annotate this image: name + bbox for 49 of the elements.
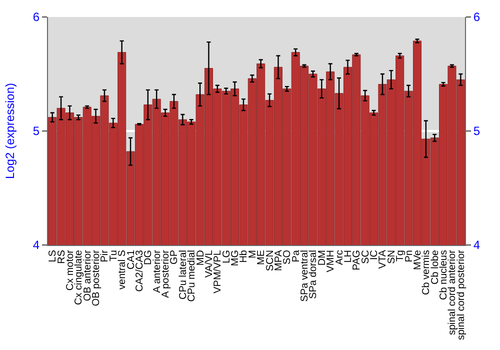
x-tick-label: A anterior <box>152 249 163 293</box>
y-tick-label: 4 <box>32 238 40 252</box>
x-tick-label: Tu <box>108 250 120 262</box>
x-tick-label: SPa dorsal <box>308 250 320 299</box>
y2-tick-label: 6 <box>473 10 480 24</box>
x-tick-label: M <box>247 250 258 258</box>
x-tick-label: Tg <box>395 250 406 262</box>
x-tick-label: RS <box>56 250 68 264</box>
x-tick-label: Pir <box>100 249 111 262</box>
x-tick-label: Pa <box>290 250 302 262</box>
x-tick-label: ME <box>256 250 268 265</box>
x-tick-label: CA1 <box>126 250 137 270</box>
x-tick-label: VTA <box>378 250 389 269</box>
x-tick-label: CPu medial <box>186 250 198 302</box>
y-tick-label: 6 <box>32 10 40 24</box>
x-tick-label: Cx motor <box>64 249 76 291</box>
x-tick-label: Cx cingulate <box>74 250 85 306</box>
x-tick-label: Hb <box>238 250 250 263</box>
x-tick-label: A posterior <box>160 249 172 298</box>
y2-tick-label: 4 <box>473 238 480 252</box>
x-tick-label: MPA <box>273 250 284 271</box>
x-tick-label: Pn <box>404 250 415 262</box>
x-tick-label: MVe <box>412 250 424 270</box>
x-tick-label: LS <box>48 250 59 262</box>
x-tick-label: SN <box>386 250 398 264</box>
x-tick-label: OB anterior <box>82 249 94 302</box>
x-tick-label: DM <box>316 250 328 266</box>
x-tick-label: Cb lobe <box>430 250 441 284</box>
x-tick-label: VPM/VPL <box>212 250 224 294</box>
y-tick-label: 5 <box>32 124 40 138</box>
x-tick-label: DG <box>143 250 154 265</box>
x-tick-label: LH <box>342 250 354 263</box>
x-tick-label: spinal cord anterior <box>447 249 458 336</box>
x-tick-label: Arc <box>334 250 346 265</box>
x-tick-label: SO <box>282 250 294 264</box>
x-tick-label: CPu lateral <box>178 250 189 300</box>
x-tick-label: ventral S <box>117 250 128 290</box>
y-axis-title: Log2 (expression) <box>3 82 18 180</box>
y2-tick-label: 5 <box>473 124 480 138</box>
x-tick-label: PAG <box>352 250 363 270</box>
x-tick-label: SCN <box>264 250 276 272</box>
x-tick-label: VMH <box>326 250 337 272</box>
x-tick-label: spinal cord posterior <box>456 249 467 340</box>
x-tick-label: VA/VL <box>204 250 215 278</box>
x-tick-label: CA2/CA3 <box>134 250 146 292</box>
x-tick-label: GP <box>169 250 180 264</box>
x-tick-label: OB posterior <box>91 249 102 306</box>
x-tick-label: LG <box>221 250 232 264</box>
x-tick-label: SC <box>360 250 372 264</box>
